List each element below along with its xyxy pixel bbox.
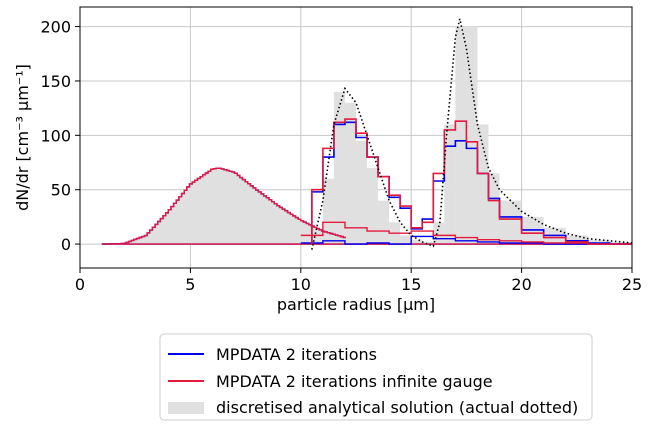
series-mpdata-infinite-gauge bbox=[311, 118, 632, 245]
y-tick-label: 0 bbox=[61, 235, 71, 254]
analytical-dotted-curve bbox=[311, 18, 633, 250]
analytical-bar bbox=[587, 239, 610, 245]
y-tick-label: 50 bbox=[51, 181, 71, 200]
analytical-bar bbox=[367, 167, 379, 245]
analytical-bar bbox=[356, 140, 368, 245]
axes-frame bbox=[79, 6, 633, 269]
initial-step-red bbox=[101, 167, 346, 245]
tail-red bbox=[300, 221, 632, 245]
legend-label-blue: MPDATA 2 iterations bbox=[216, 345, 377, 364]
x-tick-label: 5 bbox=[185, 275, 195, 294]
x-tick-label: 15 bbox=[401, 275, 421, 294]
analytical-bar bbox=[411, 239, 423, 245]
analytical-bar bbox=[433, 222, 445, 245]
analytical-bar bbox=[444, 124, 456, 245]
y-tick-label: 150 bbox=[40, 72, 71, 91]
x-tick-label: 25 bbox=[622, 275, 642, 294]
legend-swatch-gray bbox=[168, 402, 204, 414]
tick-layer: 0 5 10 15 20 25 0 50 100 150 200 bbox=[40, 18, 642, 294]
x-tick-label: 20 bbox=[511, 275, 531, 294]
analytical-bar bbox=[311, 238, 323, 245]
analytical-bar bbox=[333, 91, 345, 245]
tail-blue bbox=[300, 235, 632, 245]
y-tick-label: 200 bbox=[40, 18, 71, 37]
x-tick-label: 10 bbox=[291, 275, 311, 294]
analytical-bar bbox=[422, 241, 434, 245]
legend-label-gray: discretised analytical solution (actual … bbox=[216, 398, 578, 417]
series-layer bbox=[101, 18, 633, 250]
y-axis-label: dN/dr [cm⁻³ μm⁻¹] bbox=[13, 64, 32, 211]
x-axis-label: particle radius [μm] bbox=[277, 295, 435, 314]
analytical-bar bbox=[609, 241, 632, 245]
analytical-bar bbox=[455, 26, 467, 245]
legend: MPDATA 2 iterations MPDATA 2 iterations … bbox=[159, 333, 593, 421]
analytical-bar bbox=[344, 102, 356, 245]
legend-frame bbox=[159, 333, 593, 421]
analytical-bar bbox=[488, 173, 500, 245]
legend-label-red: MPDATA 2 iterations infinite gauge bbox=[216, 372, 493, 391]
x-tick-label: 0 bbox=[75, 275, 85, 294]
analytical-bar bbox=[477, 124, 489, 245]
analytical-bar bbox=[378, 200, 390, 245]
initial-distribution-fill bbox=[102, 168, 346, 245]
analytical-bar bbox=[499, 200, 522, 245]
analytical-bar bbox=[466, 26, 478, 245]
analytical-bar bbox=[565, 235, 588, 245]
analytical-bar bbox=[400, 235, 412, 245]
y-tick-label: 100 bbox=[40, 126, 71, 145]
analytical-bar bbox=[322, 178, 334, 245]
